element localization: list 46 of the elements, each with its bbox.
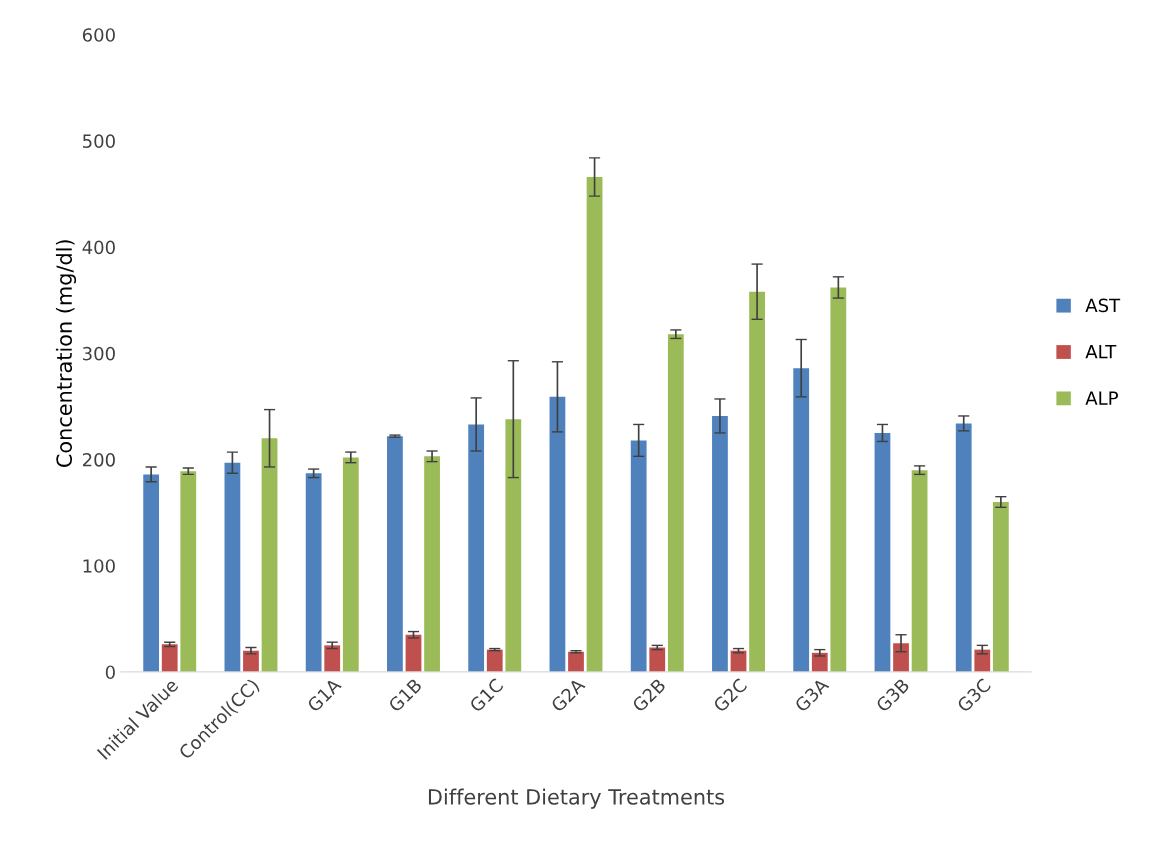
bar [505,419,522,672]
legend-label: AST [1085,298,1121,313]
bar [405,634,422,672]
bar [955,423,972,672]
y-axis-title: Concentration (mg/dl) [55,240,77,468]
x-tick-label: G3A [793,677,830,713]
x-tick-label: G1A [306,677,343,713]
bar [811,652,828,672]
bar [586,177,603,672]
bar [830,287,847,672]
x-axis-title: Different Dietary Treatments [428,788,725,809]
x-tick-label: G2A [550,677,586,713]
bar [161,644,178,672]
y-tick-label: 500 [83,134,115,148]
bar [468,424,485,672]
bar [424,456,440,672]
bar [667,334,684,672]
bar [305,473,322,672]
y-tick-label: 400 [82,240,115,255]
bar [712,415,728,672]
bar [261,438,278,672]
bar [568,651,584,672]
y-tick-label: 200 [82,452,115,467]
bar [874,432,891,672]
bar [893,643,909,672]
bar [387,436,403,672]
bar [243,650,259,672]
legend-label: ALT [1085,345,1117,359]
y-tick-label: 300 [83,346,115,361]
bar [486,649,503,672]
bar [649,647,666,672]
bar [342,457,359,672]
bar [224,462,241,672]
y-tick-label: 600 [82,28,115,42]
bar [992,501,1009,672]
bar [749,291,765,672]
bar [549,396,566,672]
y-tick-label: 100 [83,559,115,573]
bar [630,440,647,672]
bar [180,471,197,672]
bar [793,368,810,672]
bar [911,470,928,672]
bar [324,645,341,672]
legend-label: ALP [1085,391,1118,405]
y-tick-label: 0 [105,665,115,680]
bar [143,474,160,672]
